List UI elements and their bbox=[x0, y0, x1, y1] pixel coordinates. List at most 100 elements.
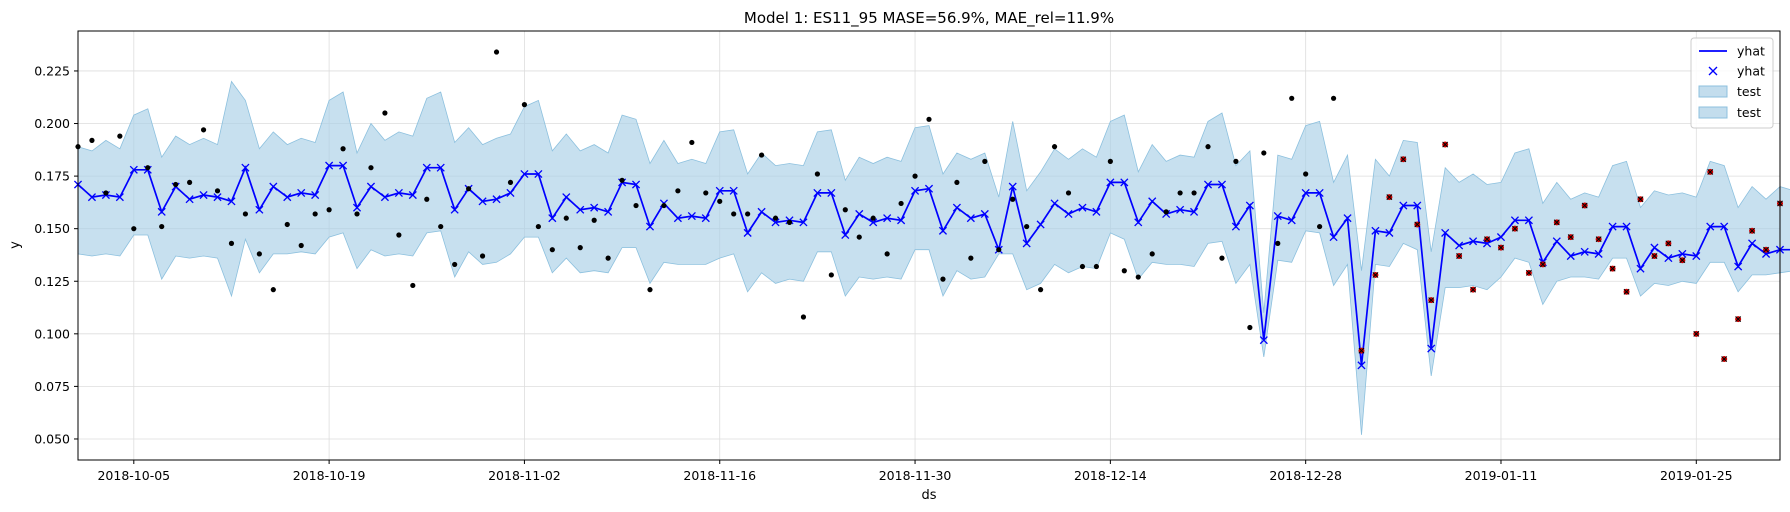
test-point-cross bbox=[1609, 265, 1616, 272]
yhat-marker bbox=[1064, 209, 1073, 219]
yhat-marker bbox=[1301, 188, 1310, 197]
yhat-marker bbox=[157, 207, 166, 216]
yhat-marker bbox=[1706, 222, 1715, 231]
x-tick-label: 2018-10-05 bbox=[97, 468, 170, 483]
line-layer bbox=[73, 161, 1790, 370]
test-point-cross bbox=[1623, 288, 1630, 295]
legend: yhat yhat test test bbox=[1690, 37, 1774, 129]
yhat-marker bbox=[1106, 178, 1115, 187]
yhat-marker bbox=[938, 226, 948, 235]
yhat-marker bbox=[1566, 251, 1575, 261]
yhat-marker bbox=[1664, 254, 1673, 263]
yhat-marker bbox=[855, 209, 864, 219]
legend-marker-swatch bbox=[1708, 66, 1718, 76]
yhat-marker bbox=[1371, 226, 1380, 235]
actual-point bbox=[256, 251, 262, 257]
yhat-marker bbox=[450, 205, 459, 214]
actual-point bbox=[424, 196, 430, 202]
actual-point bbox=[396, 232, 402, 238]
yhat-marker bbox=[1190, 207, 1199, 216]
test-point-cross bbox=[1386, 194, 1393, 201]
yhat-marker bbox=[1636, 264, 1645, 273]
yhat-marker bbox=[576, 205, 585, 214]
actual-point bbox=[996, 247, 1002, 253]
actual-point bbox=[772, 215, 779, 221]
actual-point bbox=[187, 179, 193, 186]
actual-point bbox=[493, 49, 500, 55]
test-point-cross bbox=[1358, 347, 1365, 354]
band-layer bbox=[77, 80, 1790, 435]
yhat-marker bbox=[1594, 249, 1603, 258]
actual-point bbox=[814, 171, 820, 177]
actual-point bbox=[145, 165, 151, 171]
actual-point bbox=[758, 152, 765, 158]
yhat-marker bbox=[980, 209, 989, 219]
actual-point bbox=[354, 211, 360, 217]
test-point-cross bbox=[1456, 253, 1463, 259]
yhat-marker bbox=[1259, 336, 1268, 345]
yhat-marker bbox=[799, 218, 808, 227]
actual-point bbox=[633, 202, 639, 209]
confidence-band bbox=[77, 80, 1790, 435]
actual-point bbox=[535, 223, 541, 230]
yhat-marker bbox=[1050, 199, 1059, 208]
yhat-marker bbox=[534, 169, 543, 179]
actual-point bbox=[856, 234, 862, 240]
test-point-cross bbox=[1553, 219, 1560, 226]
yhat-marker bbox=[1510, 216, 1519, 225]
actual-point bbox=[438, 223, 444, 230]
actual-point bbox=[1317, 223, 1323, 230]
yhat-marker bbox=[366, 182, 376, 191]
yhat-marker bbox=[1217, 180, 1227, 189]
actual-point bbox=[870, 215, 876, 221]
actual-point bbox=[577, 245, 583, 251]
actual-point bbox=[1024, 223, 1030, 230]
yhat-marker bbox=[185, 195, 194, 204]
actual-point bbox=[452, 261, 458, 268]
test-point-cross bbox=[1511, 225, 1518, 232]
actual-point bbox=[1163, 209, 1169, 215]
actual-point bbox=[89, 137, 95, 143]
yhat-marker bbox=[1455, 241, 1464, 250]
legend-band-swatch bbox=[1698, 106, 1728, 119]
actual-point bbox=[1330, 95, 1337, 101]
test-point-cross bbox=[1721, 356, 1728, 363]
y-tick-label: 0.100 bbox=[34, 326, 70, 341]
yhat-marker bbox=[1092, 207, 1101, 216]
test-point-cross bbox=[1637, 196, 1644, 203]
actual-point bbox=[563, 215, 569, 221]
actual-point bbox=[605, 255, 611, 261]
test-point-cross bbox=[1651, 253, 1658, 259]
actual-point bbox=[284, 221, 290, 228]
legend-band-swatch bbox=[1698, 85, 1728, 98]
yhat-marker bbox=[1692, 251, 1701, 261]
test-point-cross bbox=[1763, 246, 1770, 253]
test-point-cross bbox=[1372, 271, 1379, 278]
actual-point bbox=[1177, 190, 1183, 196]
yhat-marker bbox=[1273, 211, 1282, 221]
actual-point bbox=[1275, 240, 1281, 246]
yhat-marker bbox=[241, 163, 250, 172]
yhat-marker bbox=[115, 193, 124, 202]
yhat-marker bbox=[743, 228, 752, 237]
plot-frame bbox=[77, 30, 1781, 461]
test-point-cross bbox=[1442, 141, 1449, 148]
yhat-marker bbox=[757, 207, 766, 216]
actual-point bbox=[312, 211, 318, 217]
actual-point bbox=[103, 190, 109, 196]
x-tick-label: 2018-12-28 bbox=[1269, 468, 1342, 483]
yhat-line bbox=[77, 164, 1790, 366]
actual-point bbox=[745, 211, 751, 217]
test-point-cross bbox=[1470, 286, 1477, 293]
actual-point bbox=[410, 282, 416, 289]
actual-point bbox=[591, 217, 597, 223]
actual-point bbox=[1121, 268, 1127, 274]
yhat-marker bbox=[227, 197, 236, 206]
actual-point bbox=[1289, 95, 1295, 101]
actual-point bbox=[703, 190, 709, 196]
yhat-marker bbox=[1608, 222, 1617, 231]
yhat-marker bbox=[548, 214, 557, 223]
yhat-marker bbox=[436, 163, 445, 172]
yhat-marker bbox=[255, 205, 264, 214]
yhat-marker bbox=[869, 218, 878, 227]
